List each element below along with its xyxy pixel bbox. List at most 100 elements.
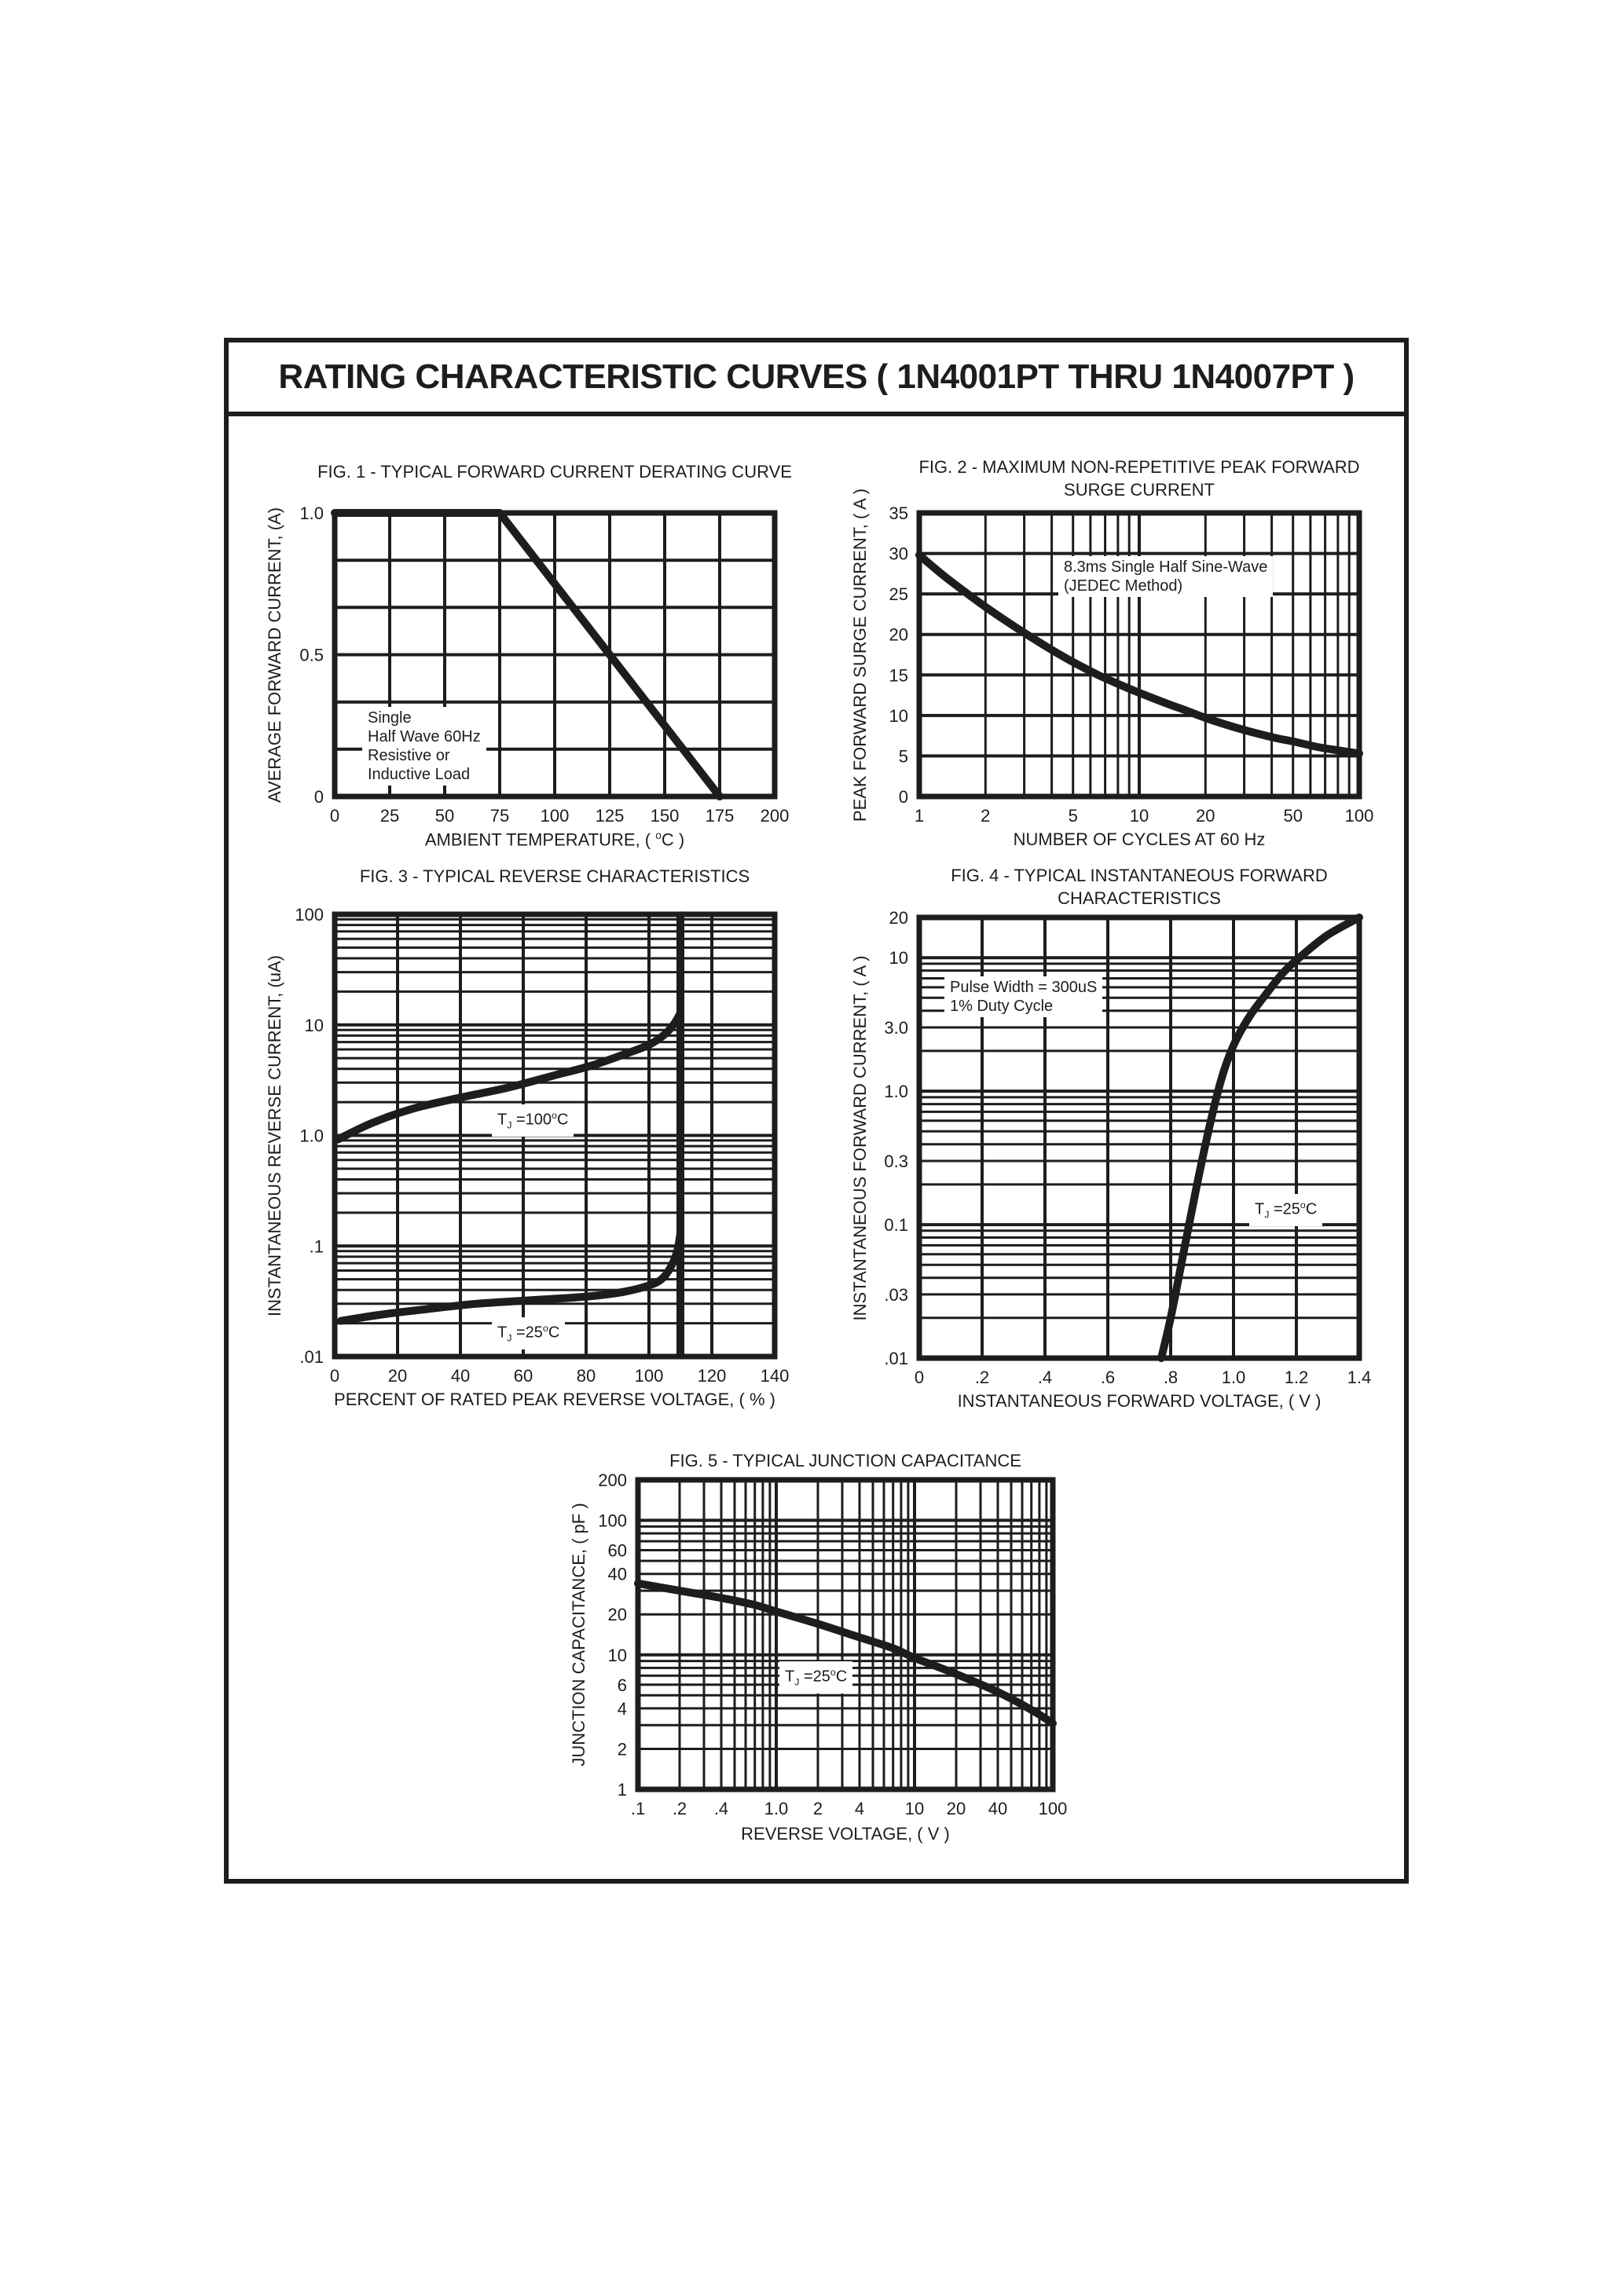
fig5-annotation: TJ =25oC — [779, 1661, 853, 1694]
y-tick-label: 2 — [618, 1740, 627, 1760]
x-tick-label: 40 — [988, 1799, 1007, 1818]
y-tick-label: .03 — [884, 1285, 908, 1305]
x-tick-label: .2 — [673, 1799, 687, 1818]
y-tick-label: 0 — [314, 787, 324, 807]
x-tick-label: .4 — [714, 1799, 728, 1818]
fig1-ylabel: AVERAGE FORWARD CURRENT, (A) — [265, 507, 284, 804]
x-tick-label: 1.2 — [1285, 1368, 1309, 1387]
y-tick-label: 1 — [618, 1780, 627, 1800]
fig5-tick-labels: .1 .2 .4 1.0 2 4 10 20 40 100 200 100 60 40 20 10 6 4 2 1 — [598, 1470, 1067, 1818]
x-tick-label: 200 — [761, 806, 790, 826]
y-tick-label: 0.1 — [884, 1215, 908, 1235]
fig1-curve-forward-current-derating — [331, 509, 724, 800]
fig4-border — [916, 914, 1362, 1361]
x-tick-label: .8 — [1164, 1368, 1178, 1387]
fig5-plot: .1 .2 .4 1.0 2 4 10 20 40 100 200 100 60 40 20 10 6 4 2 1 — [598, 1470, 1067, 1818]
fig3-title: FIG. 3 - TYPICAL REVERSE CHARACTERISTICS — [359, 866, 750, 886]
fig3-annotation: TJ =25oC — [492, 1317, 566, 1349]
x-tick-label: 1.4 — [1347, 1368, 1372, 1387]
page-title: RATING CHARACTERISTIC CURVES ( 1N4001PT … — [278, 357, 1355, 396]
x-tick-label: 1.0 — [764, 1799, 789, 1818]
fig2-title: FIG. 2 - MAXIMUM NON-REPETITIVE PEAK FOR… — [918, 457, 1360, 500]
x-tick-label: 5 — [1069, 806, 1078, 826]
x-tick-label: 2 — [813, 1799, 823, 1818]
x-tick-label: .4 — [1038, 1368, 1052, 1387]
x-tick-label: 20 — [388, 1366, 407, 1386]
x-tick-label: 120 — [698, 1366, 727, 1386]
x-tick-label: 50 — [435, 806, 454, 826]
fig2-xlabel: NUMBER OF CYCLES AT 60 Hz — [1013, 829, 1266, 849]
fig3-border — [332, 911, 778, 1360]
fig3-xlabel: PERCENT OF RATED PEAK REVERSE VOLTAGE, (… — [334, 1390, 775, 1409]
title-bar: RATING CHARACTERISTIC CURVES ( 1N4001PT … — [224, 338, 1409, 416]
fig5-curve-junction-capacitance — [634, 1579, 1057, 1727]
y-tick-label: 10 — [889, 948, 908, 968]
figure-fig1: FIG. 1 - TYPICAL FORWARD CURRENT DERATIN… — [265, 462, 792, 849]
y-tick-label: 0.5 — [299, 646, 324, 665]
y-tick-label: 15 — [889, 665, 908, 685]
y-tick-label: 4 — [618, 1699, 627, 1719]
fig4-annotation: Pulse Width = 300uS 1% Duty Cycle — [944, 976, 1103, 1017]
fig4-annotation: TJ =25oC — [1249, 1194, 1323, 1226]
x-tick-label: 1 — [915, 806, 924, 826]
y-tick-label: 60 — [608, 1541, 627, 1561]
y-tick-label: 3.0 — [884, 1018, 908, 1038]
y-tick-label: 10 — [305, 1016, 324, 1035]
y-tick-label: 1.0 — [299, 504, 324, 523]
fig5-border — [635, 1477, 1056, 1792]
y-tick-label: 6 — [618, 1675, 627, 1695]
fig2-curve-peak-surge-current — [915, 551, 1363, 758]
x-tick-label: 0 — [330, 1366, 339, 1386]
fig2-border — [916, 510, 1362, 800]
x-tick-label: 0 — [330, 806, 339, 826]
y-tick-label: 10 — [608, 1646, 627, 1665]
fig1-annotation: Single Half Wave 60Hz Resistive or Inductiv… — [362, 707, 486, 785]
fig1-xlabel: AMBIENT TEMPERATURE, ( oC ) — [424, 829, 685, 850]
fig3-curve-tj-100c — [334, 1010, 684, 1144]
x-tick-label: 10 — [905, 1799, 924, 1818]
x-tick-label: 4 — [855, 1799, 864, 1818]
figure-fig5: FIG. 5 - TYPICAL JUNCTION CAPACITANCE .1… — [569, 1451, 1067, 1844]
x-tick-label: 100 — [635, 1366, 664, 1386]
x-tick-label: 125 — [596, 806, 625, 826]
x-tick-label: 140 — [761, 1366, 790, 1386]
figure-fig3: FIG. 3 - TYPICAL REVERSE CHARACTERISTICS… — [265, 866, 789, 1409]
y-tick-label: .01 — [299, 1347, 324, 1367]
fig5-title: FIG. 5 - TYPICAL JUNCTION CAPACITANCE — [669, 1451, 1021, 1470]
fig3-tick-labels: 0 20 40 60 80 100 120 140 100 10 1.0 .1 .01 — [295, 905, 789, 1386]
fig5-xlabel: REVERSE VOLTAGE, ( V ) — [741, 1824, 950, 1844]
figure-fig4: FIG. 4 - TYPICAL INSTANTANEOUS FORWARD C… — [850, 866, 1371, 1411]
y-tick-label: .1 — [310, 1236, 324, 1256]
x-tick-label: 80 — [577, 1366, 596, 1386]
x-tick-label: .1 — [631, 1799, 645, 1818]
fig4-ylabel: INSTANTANEOUS FORWARD CURRENT, ( A ) — [850, 955, 870, 1321]
y-tick-label: 35 — [889, 504, 908, 523]
fig1-title: FIG. 1 - TYPICAL FORWARD CURRENT DERATIN… — [317, 462, 792, 482]
fig3-annotation: TJ =100oC — [492, 1104, 574, 1137]
x-tick-label: 100 — [1345, 806, 1374, 826]
x-tick-label: 40 — [451, 1366, 470, 1386]
x-tick-label: 100 — [1039, 1799, 1068, 1818]
y-tick-label: 20 — [608, 1605, 627, 1624]
y-tick-label: 25 — [889, 584, 908, 604]
y-tick-label: 0.3 — [884, 1152, 908, 1171]
x-tick-label: 20 — [1196, 806, 1215, 826]
fig2-ylabel: PEAK FORWARD SURGE CURRENT, ( A ) — [850, 488, 870, 822]
y-tick-label: 10 — [889, 706, 908, 726]
y-tick-label: 5 — [899, 746, 908, 766]
fig1-plot: 0 25 50 75 100 125 150 175 200 0 0.5 1.0 — [299, 504, 789, 826]
x-tick-label: 25 — [380, 806, 399, 826]
fig4-xlabel: INSTANTANEOUS FORWARD VOLTAGE, ( V ) — [957, 1391, 1322, 1411]
x-tick-label: .6 — [1101, 1368, 1115, 1387]
fig3-curve-tj-25c — [337, 1229, 684, 1325]
fig4-curve-forward-voltage — [1157, 914, 1363, 1362]
y-tick-label: 20 — [889, 908, 908, 928]
x-tick-label: 100 — [541, 806, 570, 826]
x-tick-label: 0 — [915, 1368, 924, 1387]
fig4-title: FIG. 4 - TYPICAL INSTANTANEOUS FORWARD C… — [951, 866, 1328, 908]
y-tick-label: 100 — [598, 1511, 627, 1531]
x-tick-label: 20 — [947, 1799, 966, 1818]
fig4-tick-labels: 0 .2 .4 .6 .8 1.0 1.2 1.4 20 10 3.0 1.0 0.3 0.1 .03 .01 — [884, 908, 1371, 1387]
